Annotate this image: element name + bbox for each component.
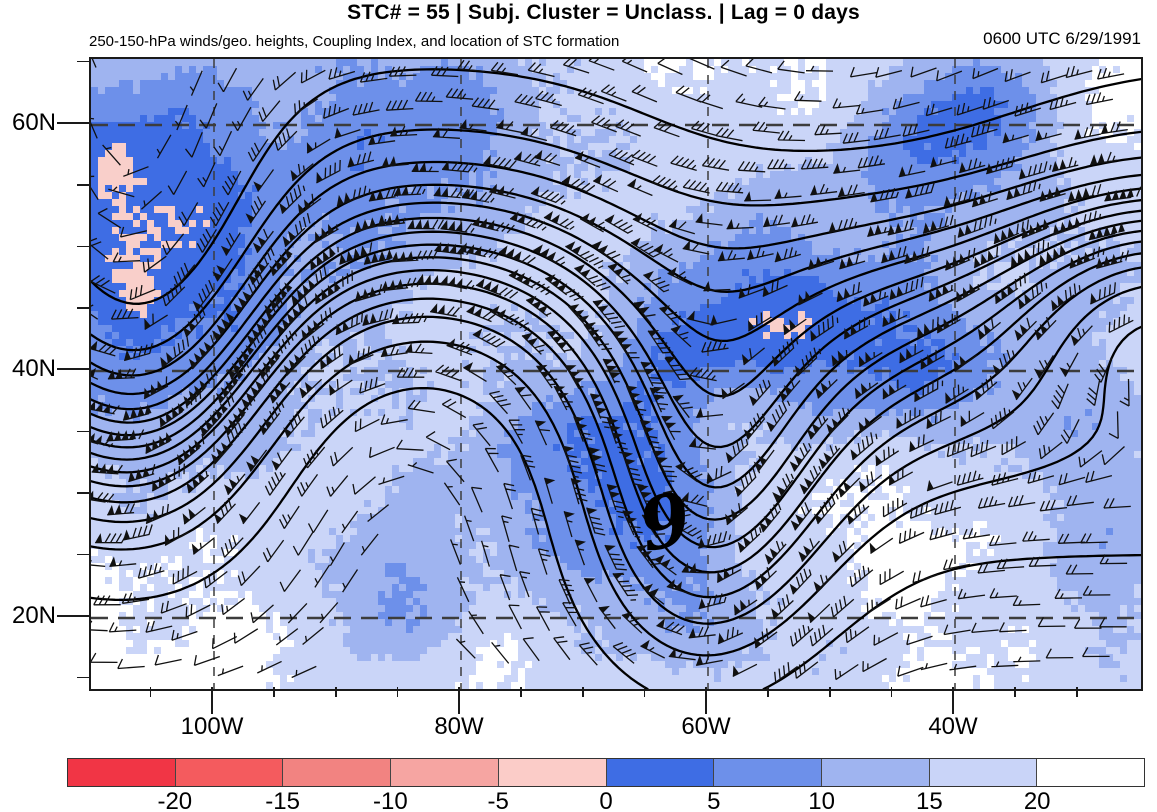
colorbar-segment (391, 759, 499, 786)
lon-tick-label: 40W (928, 713, 978, 740)
lat-minor-tick (77, 492, 89, 494)
lon-major-tick (211, 687, 213, 714)
lon-minor-tick (829, 687, 831, 697)
lat-minor-tick (77, 307, 89, 309)
lon-minor-tick (335, 687, 337, 697)
lat-tick-label: 60N (11, 109, 56, 136)
colorbar-tick-label: -15 (265, 788, 300, 812)
lat-minor-tick (77, 676, 89, 679)
colorbar-segment (498, 759, 607, 786)
lat-minor-tick (77, 60, 89, 63)
lon-minor-tick (1076, 687, 1078, 697)
map-frame: 9 (89, 57, 1143, 691)
wind-barbs (91, 59, 1141, 683)
lon-major-tick (458, 687, 460, 714)
colorbar-segment (821, 759, 930, 786)
lon-major-tick (952, 687, 954, 714)
lat-tick-label: 40N (11, 355, 56, 382)
colorbar-segment (606, 759, 715, 786)
lat-major-tick (57, 122, 89, 124)
lat-major-tick (57, 615, 89, 617)
lat-minor-tick (77, 553, 89, 556)
colorbar-tick-label: -20 (157, 788, 193, 812)
lat-major-tick (57, 368, 89, 370)
lon-tick-label: 100W (180, 713, 244, 740)
lon-major-tick (705, 687, 707, 714)
lon-minor-tick (149, 687, 152, 697)
lon-minor-tick (273, 687, 275, 697)
colorbar-segment (929, 759, 1038, 786)
lon-tick-label: 80W (434, 713, 484, 740)
valid-time-label: 0600 UTC 6/29/1991 (983, 29, 1141, 48)
colorbar-tick-label: 0 (599, 788, 613, 812)
lat-tick-label: 20N (11, 602, 56, 629)
lon-minor-tick (520, 687, 522, 697)
map-canvas: 9 (91, 59, 1141, 689)
colorbar-segment (1037, 759, 1145, 786)
lat-minor-tick (77, 245, 89, 248)
colorbar-segment (68, 759, 176, 786)
chart-subtitle: 250-150-hPa winds/geo. heights, Coupling… (89, 33, 620, 50)
colorbar-tick-label: -10 (373, 788, 408, 812)
lat-minor-tick (77, 184, 89, 186)
colorbar-segment (283, 759, 392, 786)
lon-minor-tick (767, 687, 769, 697)
coupling-index-colorbar (67, 758, 1145, 787)
lon-minor-tick (1014, 687, 1016, 697)
colorbar-tick-label: 20 (1023, 788, 1051, 812)
wind-barb-pennants (91, 119, 1134, 677)
lat-minor-tick (77, 430, 89, 432)
colorbar-segment (714, 759, 822, 786)
colorbar-tick-label: -5 (487, 788, 509, 812)
lon-minor-tick (890, 687, 893, 697)
chart-title: STC# = 55 | Subj. Cluster = Unclass. | L… (347, 1, 860, 24)
lon-minor-tick (643, 687, 646, 697)
colorbar-segment (175, 759, 284, 786)
lon-tick-label: 60W (681, 713, 731, 740)
lon-minor-tick (396, 687, 399, 697)
colorbar-tick-label: 15 (916, 788, 943, 812)
lon-minor-tick (582, 687, 584, 697)
colorbar-tick-label: 5 (707, 788, 721, 812)
colorbar-tick-label: 10 (808, 788, 835, 812)
